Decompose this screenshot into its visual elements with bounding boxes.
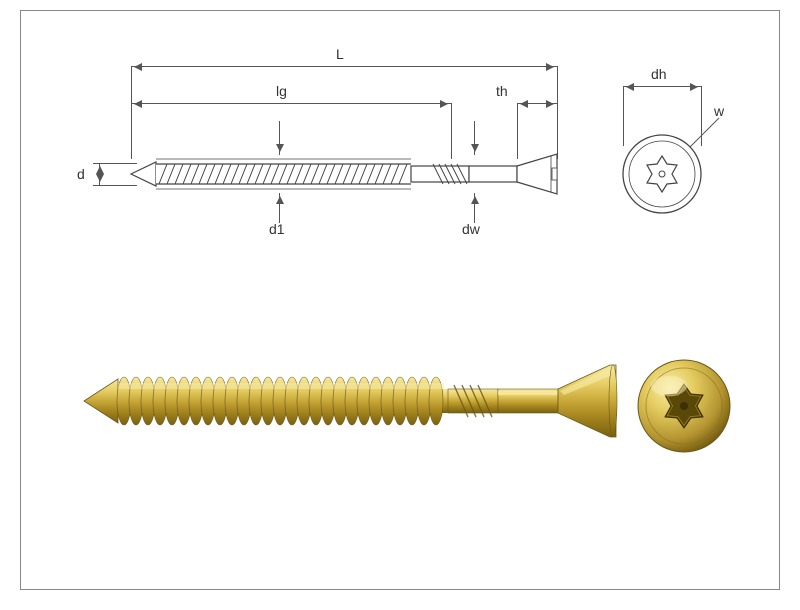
diagram-frame: L lg th d d1 dw dh w <box>20 10 780 590</box>
dim-line-th <box>517 103 557 104</box>
schematic-head-top <box>617 129 707 219</box>
dim-line-d <box>99 163 100 185</box>
dim-line-L <box>131 66 557 67</box>
dim-line-lg <box>131 103 451 104</box>
dim-label-dh: dh <box>651 66 667 82</box>
thread-group <box>117 377 444 425</box>
dim-label-dw: dw <box>462 221 480 237</box>
dim-label-L: L <box>336 46 344 62</box>
dim-label-d: d <box>77 166 85 182</box>
schematic-screw-side <box>121 144 571 204</box>
rendered-screw-side <box>76 341 626 461</box>
dim-label-th: th <box>496 83 508 99</box>
dim-label-lg: lg <box>276 83 287 99</box>
dim-label-d1: d1 <box>269 221 285 237</box>
rendered-head-top <box>629 351 739 461</box>
dim-line-dh <box>623 86 701 87</box>
